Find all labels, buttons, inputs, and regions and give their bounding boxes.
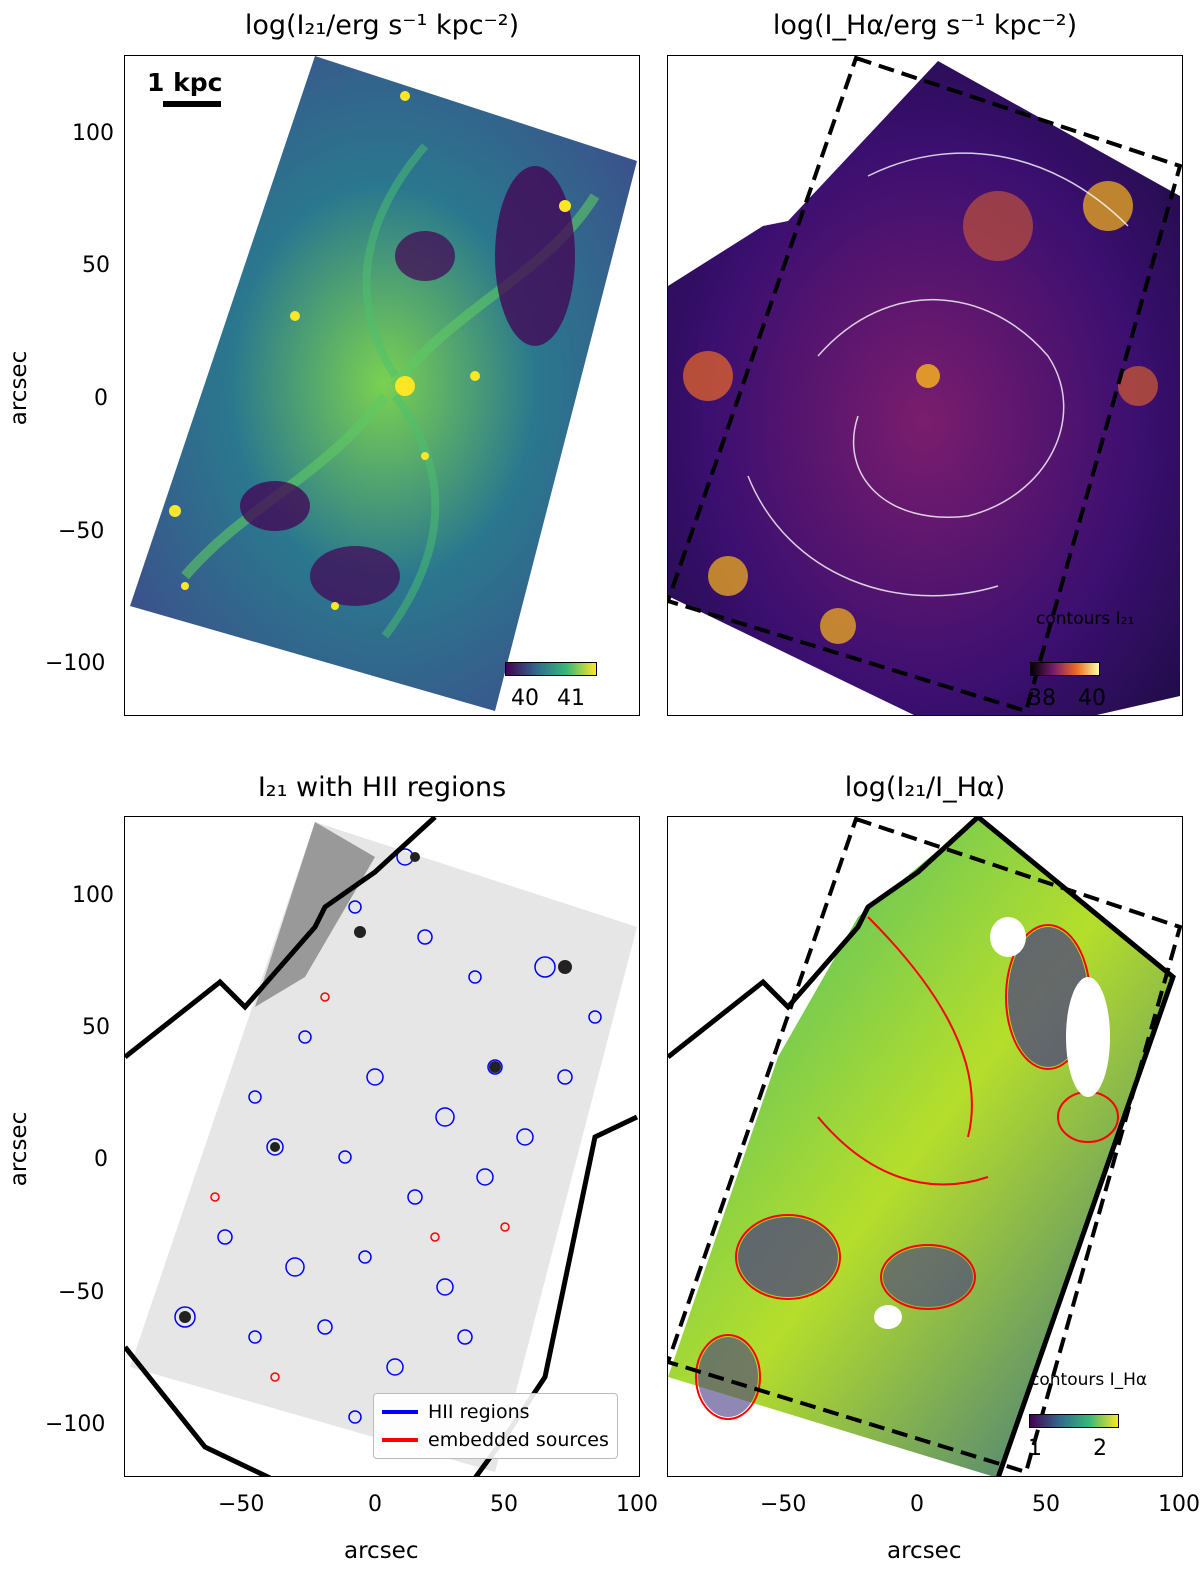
panel-title-bottom-left: I₂₁ with HII regions [257,772,507,803]
y-tick: 100 [72,883,114,908]
colorbar-bottom-right-bar [1029,1414,1119,1428]
scalebar-line [163,101,221,107]
x-tick: −50 [218,1492,265,1517]
y-tick: −50 [58,519,105,544]
legend-swatch-red [382,1438,418,1442]
scalebar-label: 1 kpc [147,68,223,97]
colorbar-tick: 40 [511,686,539,711]
x-tick: 100 [616,1492,658,1517]
panel-title-top-left: log(I₂₁/erg s⁻¹ kpc⁻²) [244,10,520,41]
contour-note-bottom-right: contours I_Hα [1030,1370,1148,1390]
x-tick: 0 [910,1492,924,1517]
legend: HII regions embedded sources [373,1393,618,1459]
x-tick: 50 [490,1492,518,1517]
x-tick: 50 [1032,1492,1060,1517]
halpha-image [668,56,1182,715]
colorbar-tick: 38 [1028,686,1056,711]
x-tick: −50 [760,1492,807,1517]
embedded-source-contours [210,992,510,1382]
colorbar-top-left [505,662,597,676]
y-axis-label-top: arcsec [6,350,33,426]
panel-title-bottom-right: log(I₂₁/I_Hα) [844,772,1006,803]
y-tick: −50 [58,1280,105,1305]
y-tick: 0 [94,386,108,411]
halpha-contours [695,916,1119,1420]
legend-item-hii: HII regions [382,1398,609,1426]
colorbar-tick: 2 [1093,1436,1107,1461]
image-frame-top-right: contours I₂₁ 38 40 [667,55,1183,716]
jwst-21um-image [130,56,637,711]
ratio-image [668,817,1182,1476]
y-tick: −100 [45,651,106,676]
y-tick: −100 [45,1412,106,1437]
colorbar-tick: 1 [1028,1436,1042,1461]
masked-pixels [788,917,1110,1452]
image-frame-top-left: 1 kpc 40 41 [124,55,640,716]
x-axis-label-left: arcsec [344,1538,419,1564]
y-axis-label-bottom: arcsec [6,1111,33,1187]
contour-note: contours I₂₁ [1036,609,1135,629]
legend-swatch-blue [382,1410,418,1414]
legend-label: embedded sources [428,1429,609,1451]
y-tick: 50 [82,1015,110,1040]
legend-item-embedded: embedded sources [382,1426,609,1454]
image-frame-bottom-right [667,816,1183,1477]
hii-region-contours [174,848,602,1424]
y-tick: 50 [82,253,110,278]
colorbar-tick: 41 [557,686,585,711]
colorbar-tick: 40 [1078,686,1106,711]
y-tick: 100 [72,121,114,146]
colorbar-top-right [1030,662,1100,676]
y-tick: 0 [94,1147,108,1172]
x-tick: 100 [1158,1492,1200,1517]
hii-region-map [125,817,639,1476]
image-frame-bottom-left: HII regions embedded sources [124,816,640,1477]
panel-title-top-right: log(I_Hα/erg s⁻¹ kpc⁻²) [772,10,1078,41]
legend-label: HII regions [428,1401,530,1423]
x-tick: 0 [368,1492,382,1517]
x-axis-label-right: arcsec [887,1538,962,1564]
